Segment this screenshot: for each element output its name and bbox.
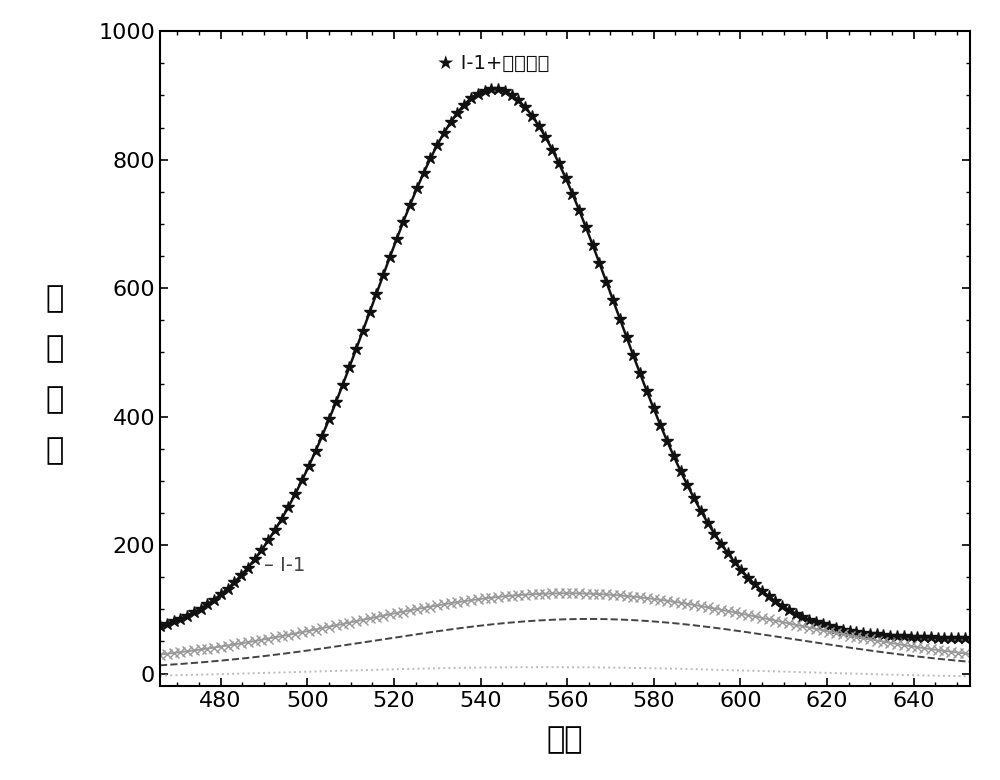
Text: 光: 光 bbox=[46, 335, 64, 363]
X-axis label: 波长: 波长 bbox=[547, 725, 583, 754]
Text: 荧: 荧 bbox=[46, 284, 64, 313]
Text: 强: 强 bbox=[46, 385, 64, 414]
Text: ★ I-1+高胱氨酸: ★ I-1+高胱氨酸 bbox=[437, 54, 550, 73]
Text: – I-1: – I-1 bbox=[264, 556, 305, 575]
Text: × I-1+半胱氨酸: × I-1+半胱氨酸 bbox=[0, 779, 1, 780]
Text: ┈ I-1+还原型谷胱甘肽: ┈ I-1+还原型谷胱甘肽 bbox=[0, 779, 1, 780]
Text: 度: 度 bbox=[46, 436, 64, 465]
